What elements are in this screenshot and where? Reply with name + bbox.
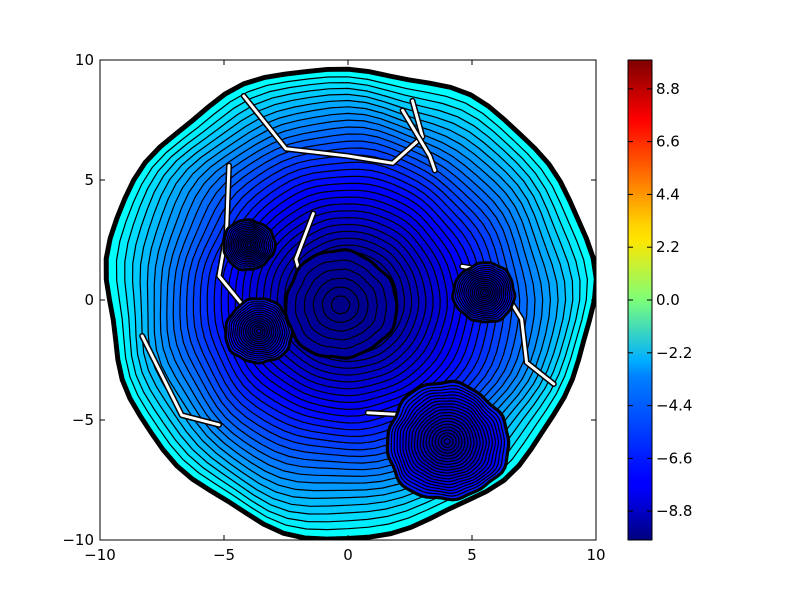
y-tick-label: −10 <box>62 531 94 549</box>
contour-layer <box>103 66 596 540</box>
crack <box>242 94 424 165</box>
fragment-plate <box>451 261 517 324</box>
x-tick-label: 10 <box>586 546 605 564</box>
x-tick-label: −5 <box>213 546 235 564</box>
x-tick-label: −10 <box>84 546 116 564</box>
colorbar-tick-label: 0.0 <box>656 291 680 309</box>
fragment-plate-level <box>443 438 451 446</box>
fragment-plate <box>222 218 278 272</box>
y-tick-label: −5 <box>72 411 94 429</box>
x-tick-label: 5 <box>467 546 477 564</box>
colorbar-tick-label: 2.2 <box>656 238 680 256</box>
core-region-level <box>330 295 351 315</box>
core-region <box>284 248 399 360</box>
fragment-plate <box>224 297 294 365</box>
fragment-plate-level <box>246 242 252 248</box>
fragment-plate <box>385 379 511 502</box>
colorbar-tick-label: −8.8 <box>656 502 692 520</box>
colorbar-tick-label: −4.4 <box>656 397 692 415</box>
x-tick-label: 0 <box>343 546 353 564</box>
colorbar-tick-label: 6.6 <box>656 133 680 151</box>
colorbar-tick-label: 8.8 <box>656 80 680 98</box>
colorbar-axis: −8.8 −6.6 −4.4 −2.2 0.0 2.2 4.4 6.6 8.8 <box>628 80 692 520</box>
colorbar-tick-label: −2.2 <box>656 344 692 362</box>
crack <box>140 334 221 427</box>
y-tick-label: 0 <box>84 291 94 309</box>
y-axis: −10 −5 0 5 10 <box>62 51 596 549</box>
y-tick-label: 10 <box>75 51 94 69</box>
fragment-plate-level <box>256 328 262 334</box>
fragment-plate-level <box>481 290 487 296</box>
colorbar-tick-label: −6.6 <box>656 449 692 467</box>
colorbar-tick-label: 4.4 <box>656 185 680 203</box>
crack <box>401 108 437 172</box>
y-tick-label: 5 <box>84 171 94 189</box>
x-axis: −10 −5 0 5 10 <box>84 60 606 564</box>
